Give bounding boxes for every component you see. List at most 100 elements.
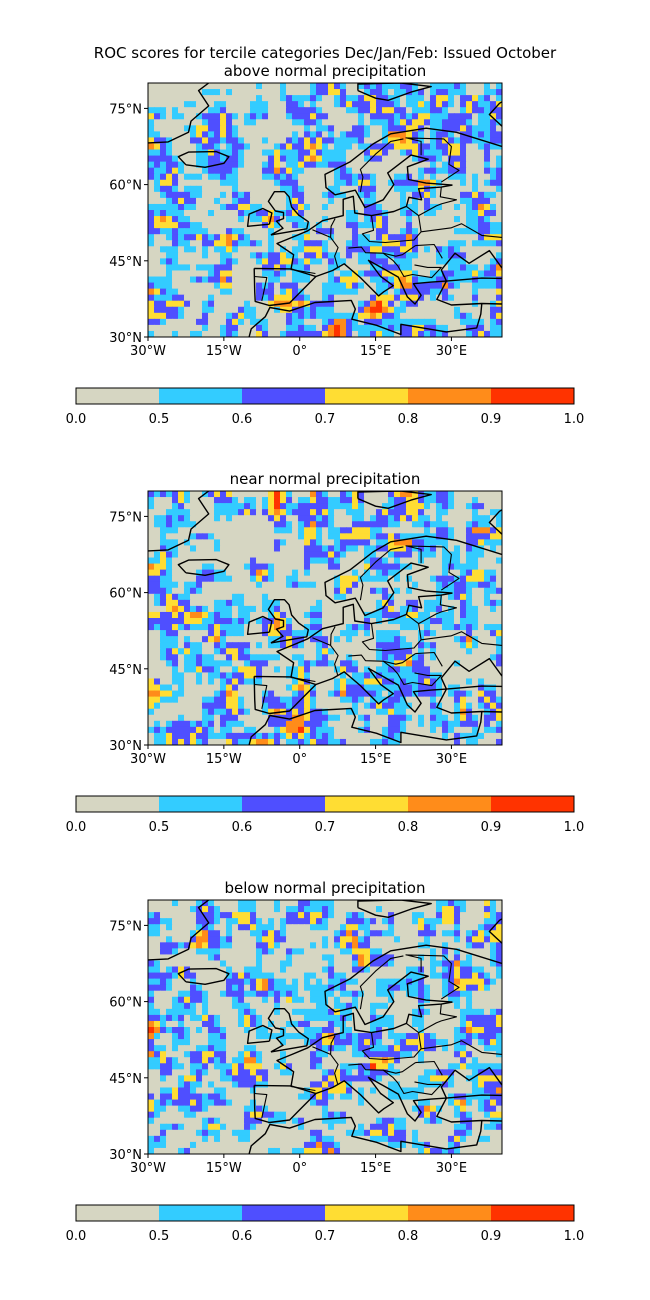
score-cell <box>394 191 401 199</box>
score-cell <box>394 107 401 114</box>
score-cell <box>358 630 365 637</box>
score-cell <box>268 714 275 722</box>
score-cell <box>388 143 395 151</box>
score-cell <box>166 216 173 223</box>
score-cell <box>388 521 395 528</box>
score-cell <box>298 666 305 674</box>
score-cell <box>406 300 413 308</box>
score-cell <box>448 545 455 553</box>
score-cell <box>388 83 395 90</box>
score-cell <box>346 270 353 278</box>
score-cell <box>220 252 227 259</box>
score-cell <box>388 330 395 337</box>
score-cell <box>418 521 425 528</box>
score-cell <box>418 294 425 302</box>
score-cell <box>262 324 269 332</box>
score-cell <box>226 563 233 571</box>
score-cell <box>238 246 245 253</box>
score-cell <box>238 557 245 565</box>
score-cell <box>154 648 161 655</box>
score-cell <box>310 258 317 266</box>
score-cell <box>412 702 419 710</box>
score-cell <box>460 672 467 680</box>
score-cell <box>298 557 305 565</box>
score-cell <box>454 161 461 169</box>
score-cell <box>496 624 502 631</box>
score-cell <box>238 312 245 320</box>
score-cell <box>430 83 437 90</box>
score-cell <box>178 324 185 332</box>
score-cell <box>472 702 479 710</box>
score-cell <box>196 551 203 559</box>
score-cell <box>172 89 179 96</box>
score-cell <box>358 125 365 132</box>
score-cell <box>466 240 473 247</box>
score-cell <box>334 642 341 649</box>
score-cell <box>154 312 161 320</box>
score-cell <box>412 581 419 589</box>
score-cell <box>166 521 173 528</box>
score-cell <box>202 545 209 553</box>
score-cell <box>178 222 185 229</box>
score-cell <box>436 216 443 223</box>
score-cell <box>286 720 293 728</box>
score-cell <box>262 497 269 504</box>
score-cell <box>160 228 167 235</box>
score-cell <box>292 125 299 132</box>
score-cell <box>496 648 502 655</box>
score-cell <box>256 216 263 223</box>
score-cell <box>358 270 365 278</box>
score-cell <box>442 678 449 686</box>
score-cell <box>316 497 323 504</box>
score-cell <box>466 636 473 643</box>
score-cell <box>154 258 161 266</box>
score-cell <box>166 288 173 296</box>
score-cell <box>322 113 329 120</box>
score-cell <box>154 714 161 722</box>
score-cell <box>232 702 239 710</box>
score-cell <box>412 318 419 326</box>
score-cell <box>376 720 383 728</box>
score-cell <box>280 726 287 734</box>
score-cell <box>232 95 239 102</box>
score-cell <box>328 173 335 181</box>
score-cell <box>424 660 431 667</box>
score-cell <box>250 521 257 528</box>
score-cell <box>424 599 431 607</box>
score-cell <box>406 539 413 547</box>
score-cell <box>406 611 413 619</box>
score-cell <box>172 210 179 217</box>
score-cell <box>478 216 485 223</box>
score-cell <box>490 497 497 504</box>
score-cell <box>430 240 437 247</box>
score-cell <box>334 696 341 704</box>
score-cell <box>178 312 185 320</box>
score-cell <box>424 557 431 565</box>
score-cell <box>394 306 401 314</box>
score-cell <box>208 563 215 571</box>
score-cell <box>226 738 233 745</box>
score-cell <box>358 306 365 314</box>
score-cell <box>352 509 359 516</box>
score-cell <box>322 720 329 728</box>
score-cell <box>202 732 209 740</box>
score-cell <box>400 252 407 259</box>
score-cell <box>310 654 317 661</box>
score-cell <box>496 137 502 145</box>
score-cell <box>280 545 287 553</box>
score-cell <box>238 173 245 181</box>
score-cell <box>322 330 329 337</box>
score-cell <box>430 312 437 320</box>
score-cell <box>166 228 173 235</box>
score-cell <box>280 563 287 571</box>
score-cell <box>466 515 473 522</box>
score-cell <box>346 690 353 698</box>
score-cell <box>460 648 467 655</box>
score-cell <box>394 318 401 326</box>
score-cell <box>184 276 191 284</box>
score-cell <box>286 575 293 583</box>
score-cell <box>412 312 419 320</box>
score-cell <box>148 125 155 132</box>
score-cell <box>364 660 371 667</box>
score-cell <box>304 240 311 247</box>
